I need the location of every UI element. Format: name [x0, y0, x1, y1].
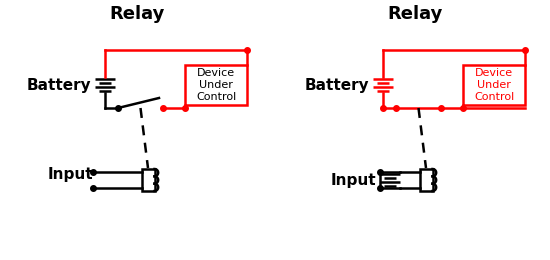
Bar: [185, 65, 247, 105]
Bar: [463, 65, 525, 105]
Text: Device
Under
Control: Device Under Control: [196, 68, 236, 102]
Text: Battery: Battery: [304, 77, 369, 93]
Bar: [141, 169, 155, 191]
Text: Battery: Battery: [26, 77, 91, 93]
Bar: [420, 169, 432, 191]
Text: Relay: Relay: [109, 5, 164, 23]
Text: Device
Under
Control: Device Under Control: [474, 68, 514, 102]
Text: Input: Input: [331, 172, 376, 187]
Text: Relay: Relay: [387, 5, 443, 23]
Text: Input: Input: [47, 167, 93, 183]
